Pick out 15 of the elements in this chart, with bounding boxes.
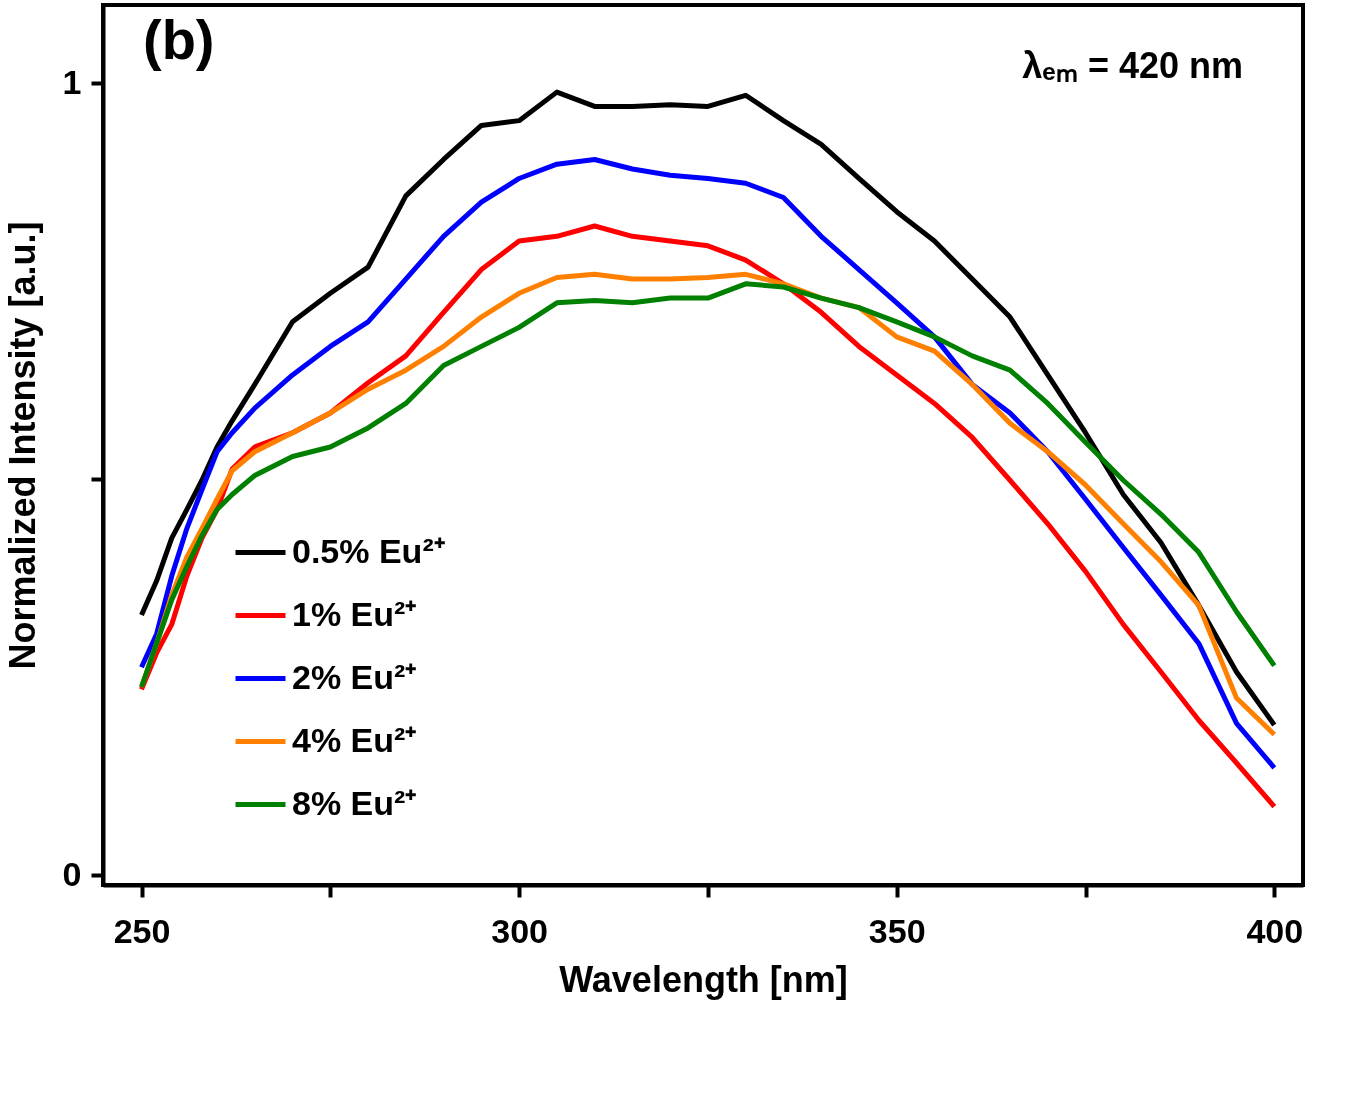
x-tick-label: 250 — [113, 911, 171, 950]
x-tick-label: 350 — [868, 911, 926, 950]
x-tick-label: 400 — [1246, 911, 1304, 950]
x-tick-label: 300 — [491, 911, 548, 950]
y-axis-title: Normalized Intensity [a.u.] — [1, 221, 43, 670]
y-tick-label: 1 — [62, 62, 82, 101]
legend-label: 8% Eu²⁺ — [292, 783, 417, 822]
y-tick-label: 0 — [62, 855, 82, 893]
legend-label: 2% Eu²⁺ — [292, 657, 417, 696]
annotation: (b) — [143, 8, 215, 71]
legend-label: 1% Eu²⁺ — [292, 594, 417, 633]
legend-label: 4% Eu²⁺ — [292, 720, 417, 759]
legend-label: 0.5% Eu²⁺ — [292, 531, 445, 570]
x-axis-title: Wavelength [nm] — [559, 958, 848, 1000]
annotation: λₑₘ = 420 nm — [1022, 45, 1243, 86]
